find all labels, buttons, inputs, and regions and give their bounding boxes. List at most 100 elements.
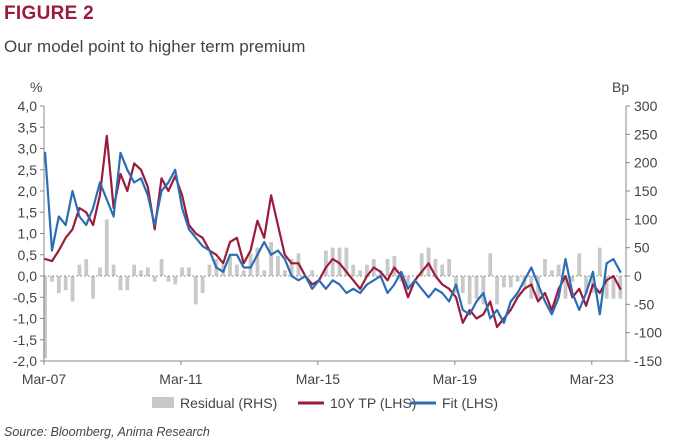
residual-bar bbox=[358, 270, 362, 276]
residual-bar bbox=[447, 259, 452, 276]
residual-bar bbox=[584, 276, 588, 293]
right-tick-label: 50 bbox=[634, 240, 650, 256]
residual-bar bbox=[187, 267, 191, 276]
residual-bar bbox=[323, 250, 328, 276]
residual-bar bbox=[385, 259, 390, 276]
residual-bar bbox=[63, 276, 68, 291]
residual-bar bbox=[152, 276, 157, 282]
right-tick-label: 100 bbox=[634, 211, 658, 227]
tp-line bbox=[43, 134, 622, 329]
residual-bar bbox=[289, 259, 294, 276]
legend-label: Fit (LHS) bbox=[442, 395, 498, 411]
right-tick-label: 150 bbox=[634, 183, 658, 199]
x-tick-label: Mar-11 bbox=[159, 371, 203, 387]
left-tick-label: 0,0 bbox=[18, 268, 38, 284]
residual-bar bbox=[495, 276, 499, 305]
residual-bar bbox=[98, 267, 102, 276]
residual-bar bbox=[276, 256, 280, 276]
residual-bar bbox=[139, 270, 143, 276]
residual-bar bbox=[604, 276, 609, 299]
residual-bar bbox=[200, 276, 205, 293]
residual-bar bbox=[597, 247, 602, 276]
legend-label: Residual (RHS) bbox=[180, 395, 277, 411]
left-tick-label: 3,5 bbox=[18, 119, 38, 135]
residual-bar bbox=[70, 276, 75, 302]
legend: Residual (RHS) 10Y TP (LHS) Fit (LHS) bbox=[152, 395, 498, 411]
x-tick-label: Mar-23 bbox=[570, 371, 615, 387]
residual-bar bbox=[433, 259, 438, 276]
left-axis-unit: % bbox=[30, 79, 42, 95]
legend-label: 10Y TP (LHS) bbox=[330, 395, 416, 411]
legend-swatch-residual bbox=[152, 397, 174, 408]
residual-bar bbox=[488, 253, 493, 276]
residual-bar bbox=[173, 276, 178, 285]
left-tick-label: 0,5 bbox=[18, 247, 38, 263]
residual-bar bbox=[419, 253, 424, 276]
series-lines bbox=[43, 134, 622, 329]
left-tick-label: -1,5 bbox=[13, 332, 37, 348]
left-tick-label: -1,0 bbox=[13, 311, 37, 327]
residual-bar bbox=[159, 259, 164, 276]
source-note: Source: Bloomberg, Anima Research bbox=[4, 425, 210, 439]
residual-bar bbox=[145, 267, 150, 276]
residual-bar bbox=[392, 256, 397, 276]
left-tick-label: -0,5 bbox=[13, 289, 37, 305]
x-tick-label: Mar-15 bbox=[296, 371, 341, 387]
residual-bar bbox=[344, 247, 349, 276]
left-tick-label: 1,5 bbox=[18, 204, 38, 220]
residual-bar bbox=[406, 276, 410, 288]
residual-bar bbox=[310, 270, 315, 276]
left-tick-label: 2,0 bbox=[18, 183, 38, 199]
residual-bar bbox=[77, 264, 82, 276]
x-tick-label: Mar-19 bbox=[433, 371, 478, 387]
right-tick-label: -50 bbox=[634, 296, 654, 312]
residual-bar bbox=[111, 264, 116, 276]
residual-bar bbox=[125, 276, 130, 291]
residual-bar bbox=[132, 264, 137, 276]
residual-bar bbox=[351, 264, 356, 276]
residual-bar bbox=[91, 276, 95, 299]
residual-bar bbox=[282, 270, 287, 276]
right-tick-label: 0 bbox=[634, 268, 642, 284]
residual-bar bbox=[515, 276, 520, 282]
residual-bar bbox=[193, 276, 198, 305]
residual-bar bbox=[180, 267, 184, 276]
residual-bar bbox=[365, 264, 369, 276]
residual-bar bbox=[337, 247, 342, 276]
left-tick-label: 4,0 bbox=[18, 98, 38, 114]
residual-bar bbox=[118, 276, 123, 291]
left-tick-label: 1,0 bbox=[18, 226, 38, 242]
right-tick-label: 300 bbox=[634, 98, 658, 114]
axes: 4,0 3,5 3,0 2,5 2,0 1,5 1,0 0,5 0,0 -0,5 -1,0 -1,5 -… bbox=[13, 79, 662, 387]
residual-bar bbox=[556, 264, 561, 276]
right-tick-label: 200 bbox=[634, 155, 658, 171]
residual-bar bbox=[502, 276, 506, 288]
residual-bar bbox=[563, 276, 568, 299]
residual-bar bbox=[577, 253, 582, 276]
left-tick-label: 3,0 bbox=[18, 141, 38, 157]
residual-bar bbox=[481, 276, 486, 305]
right-tick-label: 250 bbox=[634, 126, 658, 142]
residual-bar bbox=[570, 276, 575, 282]
residual-bar bbox=[234, 264, 239, 276]
left-tick-label: 2,5 bbox=[18, 162, 38, 178]
residual-bar bbox=[269, 242, 273, 276]
residual-bar bbox=[255, 247, 260, 276]
residual-bar bbox=[467, 276, 472, 305]
residual-bar bbox=[84, 259, 89, 276]
residual-bar bbox=[440, 264, 445, 276]
residual-bar bbox=[50, 276, 54, 282]
right-tick-label: -150 bbox=[634, 353, 662, 369]
residual-bar bbox=[508, 276, 513, 288]
residual-bar bbox=[207, 264, 212, 276]
residual-bar bbox=[56, 276, 61, 293]
residual-bar bbox=[43, 276, 48, 359]
figure-label: FIGURE 2 bbox=[4, 3, 95, 24]
residual-bar bbox=[262, 270, 267, 276]
residual-bar bbox=[460, 276, 465, 293]
residual-bar bbox=[611, 276, 616, 299]
residual-bar bbox=[104, 219, 109, 276]
fit-line bbox=[43, 151, 622, 324]
x-tick-label: Mar-07 bbox=[22, 371, 67, 387]
